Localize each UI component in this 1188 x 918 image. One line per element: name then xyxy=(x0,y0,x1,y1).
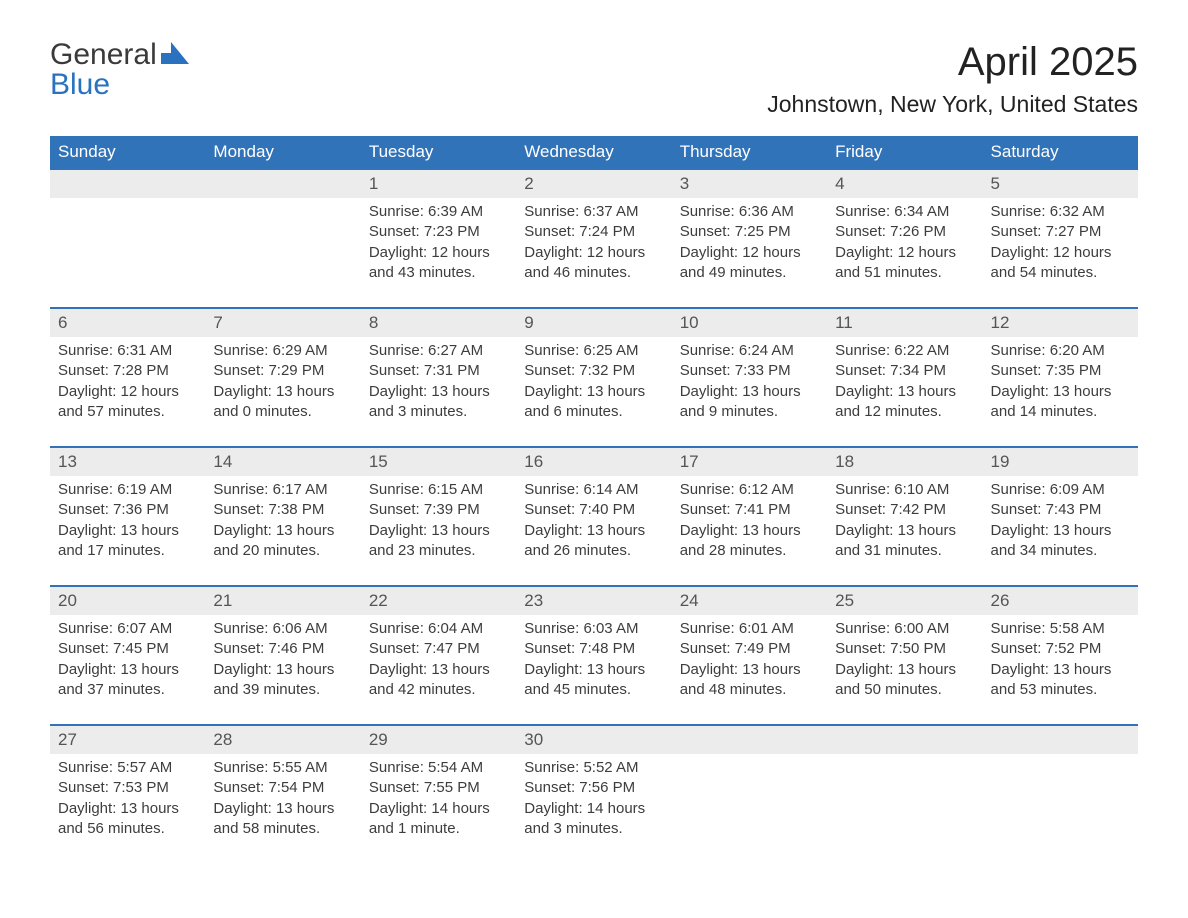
day-detail xyxy=(205,198,360,308)
day-number: 27 xyxy=(50,725,205,754)
day-detail: Sunrise: 6:06 AMSunset: 7:46 PMDaylight:… xyxy=(205,615,360,725)
day-detail: Sunrise: 6:34 AMSunset: 7:26 PMDaylight:… xyxy=(827,198,982,308)
day-number: 19 xyxy=(983,447,1138,476)
day-number: 16 xyxy=(516,447,671,476)
day-number: 8 xyxy=(361,308,516,337)
day-detail: Sunrise: 6:22 AMSunset: 7:34 PMDaylight:… xyxy=(827,337,982,447)
day-detail: Sunrise: 6:25 AMSunset: 7:32 PMDaylight:… xyxy=(516,337,671,447)
day-detail: Sunrise: 6:04 AMSunset: 7:47 PMDaylight:… xyxy=(361,615,516,725)
day-number: 4 xyxy=(827,169,982,198)
day-number: 7 xyxy=(205,308,360,337)
day-header: Wednesday xyxy=(516,136,671,169)
day-detail: Sunrise: 6:07 AMSunset: 7:45 PMDaylight:… xyxy=(50,615,205,725)
day-number: 23 xyxy=(516,586,671,615)
day-detail: Sunrise: 6:19 AMSunset: 7:36 PMDaylight:… xyxy=(50,476,205,586)
day-number: 30 xyxy=(516,725,671,754)
day-number: 6 xyxy=(50,308,205,337)
day-number: 14 xyxy=(205,447,360,476)
day-header: Thursday xyxy=(672,136,827,169)
title-block: April 2025 Johnstown, New York, United S… xyxy=(767,40,1138,130)
day-number: 5 xyxy=(983,169,1138,198)
day-detail: Sunrise: 6:39 AMSunset: 7:23 PMDaylight:… xyxy=(361,198,516,308)
day-detail: Sunrise: 6:03 AMSunset: 7:48 PMDaylight:… xyxy=(516,615,671,725)
day-header: Sunday xyxy=(50,136,205,169)
logo-word1: General xyxy=(50,40,157,70)
day-header: Monday xyxy=(205,136,360,169)
day-number: 9 xyxy=(516,308,671,337)
logo: General Blue xyxy=(50,40,189,100)
day-header: Friday xyxy=(827,136,982,169)
day-detail: Sunrise: 6:24 AMSunset: 7:33 PMDaylight:… xyxy=(672,337,827,447)
day-detail: Sunrise: 6:17 AMSunset: 7:38 PMDaylight:… xyxy=(205,476,360,586)
day-detail xyxy=(827,754,982,864)
day-number: 24 xyxy=(672,586,827,615)
day-number: 3 xyxy=(672,169,827,198)
day-number: 28 xyxy=(205,725,360,754)
day-detail: Sunrise: 5:54 AMSunset: 7:55 PMDaylight:… xyxy=(361,754,516,864)
day-number xyxy=(672,725,827,754)
day-number xyxy=(205,169,360,198)
day-detail: Sunrise: 6:10 AMSunset: 7:42 PMDaylight:… xyxy=(827,476,982,586)
day-detail: Sunrise: 5:58 AMSunset: 7:52 PMDaylight:… xyxy=(983,615,1138,725)
day-detail: Sunrise: 6:20 AMSunset: 7:35 PMDaylight:… xyxy=(983,337,1138,447)
day-detail: Sunrise: 6:29 AMSunset: 7:29 PMDaylight:… xyxy=(205,337,360,447)
day-number: 12 xyxy=(983,308,1138,337)
day-number: 18 xyxy=(827,447,982,476)
day-number: 22 xyxy=(361,586,516,615)
day-number xyxy=(983,725,1138,754)
day-number xyxy=(50,169,205,198)
day-detail: Sunrise: 6:27 AMSunset: 7:31 PMDaylight:… xyxy=(361,337,516,447)
day-detail: Sunrise: 6:15 AMSunset: 7:39 PMDaylight:… xyxy=(361,476,516,586)
logo-word2: Blue xyxy=(50,70,189,100)
day-number: 1 xyxy=(361,169,516,198)
day-number: 17 xyxy=(672,447,827,476)
day-number: 21 xyxy=(205,586,360,615)
day-number: 26 xyxy=(983,586,1138,615)
day-detail: Sunrise: 6:01 AMSunset: 7:49 PMDaylight:… xyxy=(672,615,827,725)
day-header: Saturday xyxy=(983,136,1138,169)
day-number: 15 xyxy=(361,447,516,476)
day-detail: Sunrise: 6:37 AMSunset: 7:24 PMDaylight:… xyxy=(516,198,671,308)
day-detail: Sunrise: 5:55 AMSunset: 7:54 PMDaylight:… xyxy=(205,754,360,864)
day-detail: Sunrise: 5:52 AMSunset: 7:56 PMDaylight:… xyxy=(516,754,671,864)
day-number: 13 xyxy=(50,447,205,476)
day-detail xyxy=(983,754,1138,864)
calendar-header: SundayMondayTuesdayWednesdayThursdayFrid… xyxy=(50,136,1138,169)
day-detail: Sunrise: 5:57 AMSunset: 7:53 PMDaylight:… xyxy=(50,754,205,864)
page-title: April 2025 xyxy=(767,40,1138,85)
day-number: 10 xyxy=(672,308,827,337)
header: General Blue April 2025 Johnstown, New Y… xyxy=(50,40,1138,130)
day-number xyxy=(827,725,982,754)
day-detail: Sunrise: 6:00 AMSunset: 7:50 PMDaylight:… xyxy=(827,615,982,725)
calendar-body: 12345Sunrise: 6:39 AMSunset: 7:23 PMDayl… xyxy=(50,169,1138,864)
day-number: 2 xyxy=(516,169,671,198)
flag-icon xyxy=(161,42,189,64)
day-number: 25 xyxy=(827,586,982,615)
day-number: 29 xyxy=(361,725,516,754)
day-detail: Sunrise: 6:32 AMSunset: 7:27 PMDaylight:… xyxy=(983,198,1138,308)
day-detail: Sunrise: 6:12 AMSunset: 7:41 PMDaylight:… xyxy=(672,476,827,586)
day-detail xyxy=(50,198,205,308)
day-header: Tuesday xyxy=(361,136,516,169)
page-subtitle: Johnstown, New York, United States xyxy=(767,91,1138,118)
calendar-table: SundayMondayTuesdayWednesdayThursdayFrid… xyxy=(50,136,1138,864)
day-detail: Sunrise: 6:14 AMSunset: 7:40 PMDaylight:… xyxy=(516,476,671,586)
day-detail: Sunrise: 6:36 AMSunset: 7:25 PMDaylight:… xyxy=(672,198,827,308)
day-number: 20 xyxy=(50,586,205,615)
day-detail xyxy=(672,754,827,864)
day-number: 11 xyxy=(827,308,982,337)
day-detail: Sunrise: 6:31 AMSunset: 7:28 PMDaylight:… xyxy=(50,337,205,447)
day-detail: Sunrise: 6:09 AMSunset: 7:43 PMDaylight:… xyxy=(983,476,1138,586)
